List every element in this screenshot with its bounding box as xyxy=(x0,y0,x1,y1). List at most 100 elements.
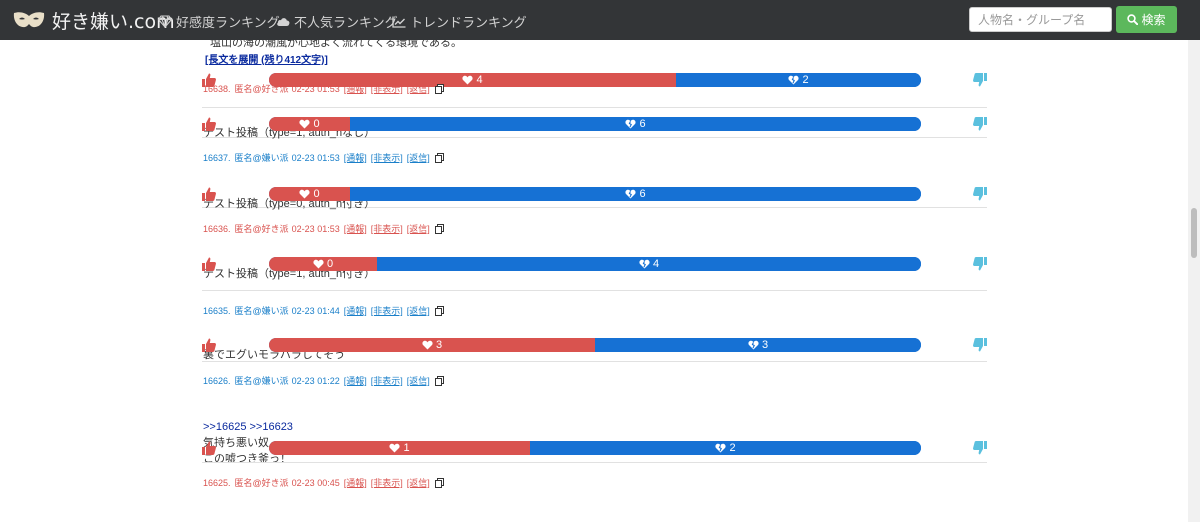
reply-anchor-link[interactable]: >>16625 >>16623 xyxy=(203,421,293,433)
comment-text: 裏でエグいモラハラしてそう xyxy=(203,349,346,361)
broken-heart-icon xyxy=(715,443,727,453)
like-segment: 0 xyxy=(269,257,377,271)
like-segment: 3 xyxy=(269,338,595,352)
like-segment: 0 xyxy=(269,117,350,131)
reply-link[interactable]: [返信] xyxy=(406,153,430,163)
like-segment: 4 xyxy=(269,73,676,87)
broken-heart-icon xyxy=(639,259,650,269)
thumbs-down-icon[interactable] xyxy=(972,337,988,353)
reply-link[interactable]: [返信] xyxy=(406,478,430,488)
hide-link[interactable]: [非表示] xyxy=(370,224,403,234)
comment-date: 02-23 01:22 xyxy=(291,375,340,386)
thumbs-up-icon[interactable] xyxy=(201,256,217,272)
comment-number: 16636. xyxy=(203,223,231,234)
thumbs-down-icon[interactable] xyxy=(972,116,988,132)
dislike-segment: 6 xyxy=(350,117,921,131)
broken-heart-icon xyxy=(788,75,800,85)
nav-popular-ranking[interactable]: 好感度ランキング xyxy=(158,12,280,31)
heart-icon xyxy=(299,189,311,199)
broken-heart-icon xyxy=(625,189,637,199)
nav-unpopular-ranking[interactable]: 不人気ランキング xyxy=(276,12,398,31)
copy-icon[interactable] xyxy=(434,152,444,163)
reply-link[interactable]: [返信] xyxy=(406,376,430,386)
reply-link[interactable]: [返信] xyxy=(406,84,430,94)
report-link[interactable]: [通報] xyxy=(343,153,367,163)
report-link[interactable]: [通報] xyxy=(343,224,367,234)
thumbs-down-icon[interactable] xyxy=(972,72,988,88)
copy-icon[interactable] xyxy=(434,83,444,94)
cloud-icon xyxy=(277,18,290,26)
broken-heart-icon xyxy=(748,340,759,350)
comment-header: 16626. 匿名@嫌い派 02-23 01:22 [通報] [非表示] [返信… xyxy=(203,374,444,387)
copy-icon[interactable] xyxy=(434,305,444,316)
report-link[interactable]: [通報] xyxy=(343,376,367,386)
dislike-segment: 6 xyxy=(350,187,921,201)
comment-header: 16625. 匿名@好き派 02-23 00:45 [通報] [非表示] [返信… xyxy=(203,476,444,489)
like-count: 4 xyxy=(476,74,483,86)
heart-icon xyxy=(299,119,311,129)
dislike-count: 2 xyxy=(729,442,736,454)
like-count: 3 xyxy=(435,339,443,351)
comment-author: 匿名@嫌い派 xyxy=(234,376,289,386)
comment-header: 16638. 匿名@好き派 02-23 01:53 [通報] [非表示] [返信… xyxy=(203,82,444,95)
mask-logo-icon xyxy=(13,12,45,28)
comment-header: 16636. 匿名@好き派 02-23 01:53 [通報] [非表示] [返信… xyxy=(203,222,444,235)
dislike-segment: 2 xyxy=(676,73,921,87)
report-link[interactable]: [通報] xyxy=(343,478,367,488)
hide-link[interactable]: [非表示] xyxy=(370,306,403,316)
search-input[interactable] xyxy=(969,7,1112,32)
comment-date: 02-23 00:45 xyxy=(291,477,340,488)
vote-bar: 0 6 xyxy=(269,187,921,201)
report-link[interactable]: [通報] xyxy=(343,306,367,316)
comment-header: 16637. 匿名@嫌い派 02-23 01:53 [通報] [非表示] [返信… xyxy=(203,151,444,164)
comment-author: 匿名@嫌い派 xyxy=(234,153,289,163)
report-link[interactable]: [通報] xyxy=(343,84,367,94)
heart-icon xyxy=(462,75,474,85)
thumbs-up-icon[interactable] xyxy=(201,337,217,353)
thumbs-up-icon[interactable] xyxy=(201,186,217,202)
scrollbar[interactable] xyxy=(1188,40,1200,522)
hide-link[interactable]: [非表示] xyxy=(370,376,403,386)
thumbs-up-icon[interactable] xyxy=(201,440,217,456)
nav-trend-ranking[interactable]: トレンドランキング xyxy=(392,12,527,31)
heart-icon xyxy=(313,259,324,269)
like-segment: 0 xyxy=(269,187,350,201)
comment-text: テスト投稿（type=1, auth_h付き） xyxy=(203,268,376,280)
nav-popular-ranking-label: 好感度ランキング xyxy=(176,15,280,30)
copy-icon[interactable] xyxy=(434,223,444,234)
comment-number: 16626. xyxy=(203,375,231,386)
vote-bar: 4 2 xyxy=(269,73,921,87)
vote-bar: 3 3 xyxy=(269,338,921,352)
dislike-count: 6 xyxy=(639,188,646,200)
hide-link[interactable]: [非表示] xyxy=(370,84,403,94)
thumbs-down-icon[interactable] xyxy=(972,256,988,272)
comment-author: 匿名@好き派 xyxy=(234,84,289,94)
broken-heart-icon xyxy=(625,119,637,129)
reply-link[interactable]: [返信] xyxy=(406,306,430,316)
scrollbar-thumb[interactable] xyxy=(1191,208,1197,258)
nav-unpopular-ranking-label: 不人気ランキング xyxy=(294,15,398,30)
copy-icon[interactable] xyxy=(434,477,444,488)
divider xyxy=(202,207,987,208)
comment-date: 02-23 01:53 xyxy=(291,152,340,163)
comment-number: 16637. xyxy=(203,152,231,163)
comment-text: 気持ち悪い奴... xyxy=(203,437,279,449)
thumbs-down-icon[interactable] xyxy=(972,186,988,202)
like-count: 1 xyxy=(403,442,410,454)
search-button[interactable]: 検索 xyxy=(1116,6,1177,33)
thumbs-down-icon[interactable] xyxy=(972,440,988,456)
dislike-segment: 3 xyxy=(595,338,921,352)
site-logo[interactable]: 好き嫌い.com xyxy=(12,6,175,34)
copy-icon[interactable] xyxy=(434,375,444,386)
like-segment: 1 xyxy=(269,441,530,455)
hide-link[interactable]: [非表示] xyxy=(370,153,403,163)
thumbs-up-icon[interactable] xyxy=(201,116,217,132)
top-navbar: 好き嫌い.com 好感度ランキング 不人気ランキング トレンドランキング 検索 xyxy=(0,0,1200,40)
divider xyxy=(202,361,987,362)
comment-author: 匿名@好き派 xyxy=(234,224,289,234)
hide-link[interactable]: [非表示] xyxy=(370,478,403,488)
comment-text: テスト投稿（type=0, auth_h付き） xyxy=(203,198,376,210)
reply-link[interactable]: [返信] xyxy=(406,224,430,234)
thumbs-up-icon[interactable] xyxy=(201,72,217,88)
expand-long-text-link[interactable]: [長文を展開 (残り412文字)] xyxy=(205,55,328,66)
